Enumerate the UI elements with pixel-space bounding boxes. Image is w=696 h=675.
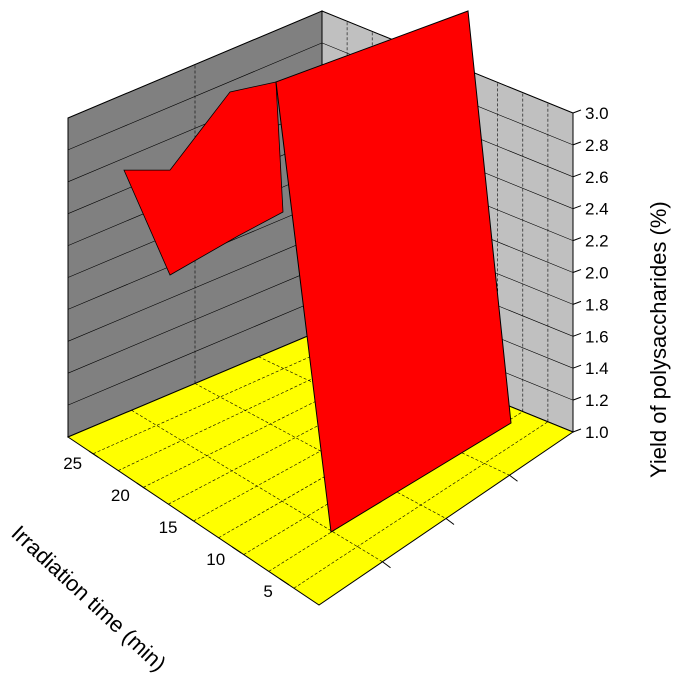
x-tick-label: 5: [263, 582, 272, 601]
x-tick-label: 10: [206, 550, 225, 569]
z-tick-label: 2.6: [585, 168, 609, 187]
z-tick: [572, 109, 582, 114]
z-axis-label: Yield of polysaccharides (%): [646, 201, 671, 478]
z-axis: 1.0 1.2 1.4 1.6 1.8 2.0 2.2 2.4 2.6 2.8 3.0: [572, 104, 609, 442]
x-tick-label: 20: [111, 486, 130, 505]
z-tick: [572, 141, 582, 146]
z-tick: [572, 428, 582, 433]
z-tick-label: 3.0: [585, 104, 609, 123]
z-tick: [572, 237, 582, 242]
y-tick: [509, 474, 518, 482]
z-tick-label: 2.4: [585, 200, 609, 219]
floor-gridline: [168, 370, 423, 505]
surface: [123, 10, 512, 533]
y-tick: [382, 561, 391, 569]
x-tick: [88, 450, 99, 458]
z-tick-label: 1.4: [585, 359, 609, 378]
floor-gridline: [258, 356, 510, 476]
x-axis: 25 20 15 10 5: [63, 450, 518, 601]
surface-ridge-strip: [123, 81, 284, 276]
floor-gridline: [131, 409, 383, 563]
z-tick-label: 1.6: [585, 327, 609, 346]
wall-gridline-left: [67, 265, 323, 374]
z-tick-label: 2.0: [585, 264, 609, 283]
z-tick: [572, 332, 582, 337]
x-tick-label: 25: [63, 454, 82, 473]
z-tick: [572, 205, 582, 210]
z-tick-label: 1.8: [585, 295, 609, 314]
z-tick: [572, 364, 582, 369]
x-tick: [231, 546, 242, 554]
z-tick-label: 2.2: [585, 232, 609, 251]
z-tick-label: 1.0: [585, 423, 609, 442]
x-tick: [136, 482, 147, 490]
z-tick: [572, 173, 582, 178]
floor-gridline: [194, 383, 447, 519]
z-tick: [572, 269, 582, 273]
y-tick: [445, 518, 455, 525]
x-axis-label: Irradiation time (min): [7, 520, 172, 675]
wall-gridline-left: [67, 10, 323, 119]
surface-sheet: [275, 10, 512, 533]
x-tick: [279, 578, 290, 586]
floor-gridline: [92, 339, 348, 455]
z-tick-label: 2.8: [585, 136, 609, 155]
z-tick: [572, 300, 582, 305]
x-tick: [184, 514, 194, 522]
x-tick-label: 15: [159, 518, 178, 537]
z-tick-label: 1.2: [585, 391, 609, 410]
z-tick: [572, 396, 582, 401]
